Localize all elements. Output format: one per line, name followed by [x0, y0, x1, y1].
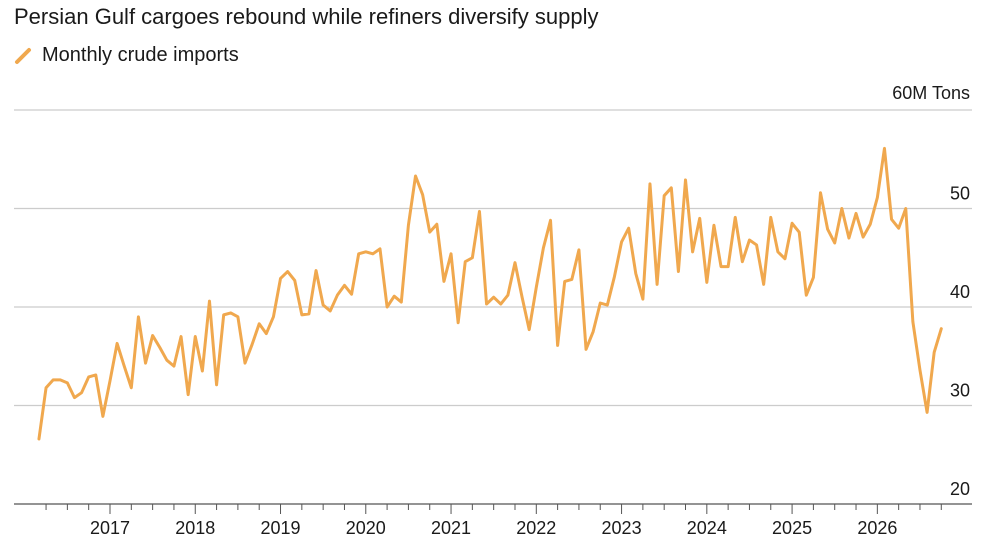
legend-label: Monthly crude imports [42, 44, 239, 66]
y-tick-label: 30 [950, 381, 970, 401]
legend: Monthly crude imports [14, 44, 239, 67]
x-tick-label: 2024 [687, 518, 727, 538]
series [37, 146, 943, 441]
x-tick-label: 2022 [516, 518, 556, 538]
chart-title: Persian Gulf cargoes rebound while refin… [14, 4, 599, 29]
y-tick-label: 50 [950, 184, 970, 204]
x-tick-label: 2026 [857, 518, 897, 538]
series-line-monthly-crude-imports [37, 146, 943, 441]
x-axis: 2017 2018 2019 2020 2021 2022 2023 2024 2025 2026 [45, 504, 942, 538]
legend-swatch-line-icon [15, 47, 31, 64]
y-axis-labels: 20 30 40 50 [950, 184, 970, 500]
x-tick-label: 2017 [90, 518, 130, 538]
x-tick-label: 2020 [346, 518, 386, 538]
gridlines [14, 109, 972, 505]
y-tick-label: 40 [950, 282, 970, 302]
x-tick-label: 2021 [431, 518, 471, 538]
x-tick-label: 2023 [602, 518, 642, 538]
x-tick-label: 2018 [175, 518, 215, 538]
x-tick-label: 2025 [772, 518, 812, 538]
y-axis-unit-label: 60M Tons [892, 83, 970, 103]
y-tick-label: 20 [950, 479, 970, 499]
x-tick-label: 2019 [260, 518, 300, 538]
